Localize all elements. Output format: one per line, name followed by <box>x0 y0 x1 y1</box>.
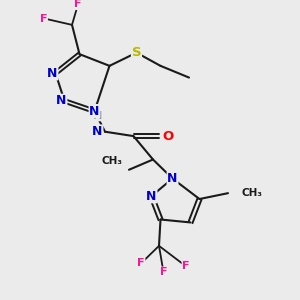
Text: F: F <box>40 14 47 24</box>
Text: N: N <box>92 125 103 138</box>
Text: O: O <box>162 130 174 142</box>
Text: N: N <box>146 190 157 202</box>
Text: N: N <box>47 67 58 80</box>
Text: F: F <box>182 261 190 271</box>
Text: H: H <box>93 111 102 121</box>
Text: N: N <box>56 94 67 107</box>
Text: F: F <box>74 0 82 9</box>
Text: N: N <box>167 172 178 185</box>
Text: N: N <box>89 105 100 118</box>
Text: F: F <box>160 267 167 277</box>
Text: CH₃: CH₃ <box>242 188 262 198</box>
Text: CH₃: CH₃ <box>102 156 123 166</box>
Text: F: F <box>137 258 145 268</box>
Text: S: S <box>132 46 141 59</box>
